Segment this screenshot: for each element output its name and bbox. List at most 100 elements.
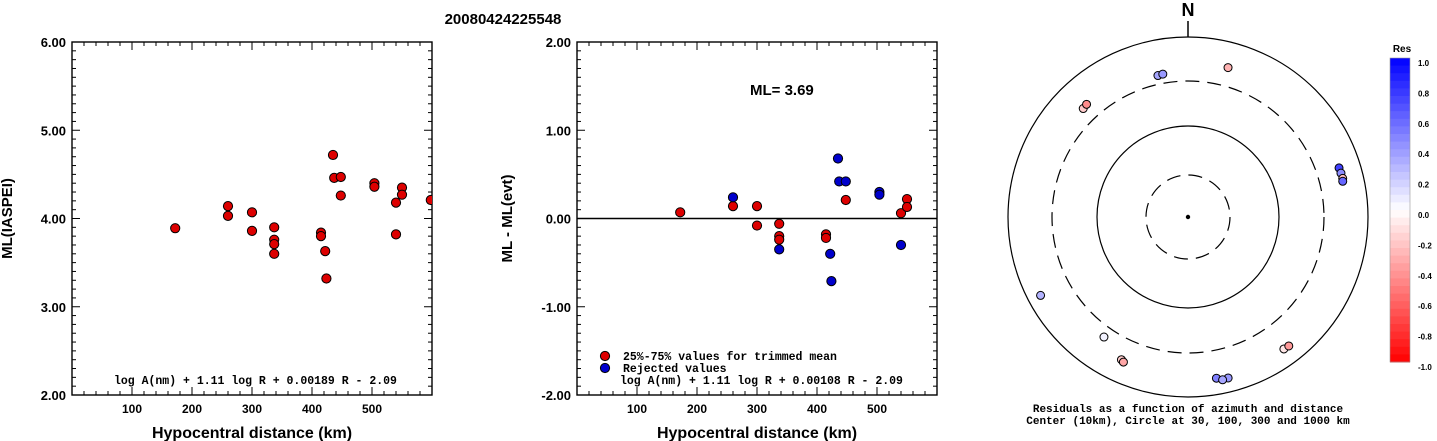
colorbar-band <box>1390 103 1410 112</box>
colorbar-band <box>1390 134 1410 143</box>
station-marker <box>1099 332 1109 342</box>
data-point <box>895 208 907 219</box>
ml-value-annotation: ML= 3.69 <box>750 82 814 99</box>
station-marker <box>1082 99 1092 109</box>
y-tick-label: -2.00 <box>541 388 571 403</box>
station-marker <box>1284 341 1294 351</box>
data-point <box>425 194 432 206</box>
x-tick-label: 500 <box>362 402 382 416</box>
x-axis-label: Hypocentral distance (km) <box>657 425 857 441</box>
colorbar-band <box>1390 232 1410 241</box>
colorbar-band <box>1390 217 1410 226</box>
residual-distance-panel: 100 200 300 400 500 -2.00 -1.00 0.00 1.00 2.00 Hyp… <box>499 35 938 441</box>
data-point <box>222 201 234 212</box>
colorbar-band <box>1390 179 1410 188</box>
x-tick-label: 500 <box>867 402 887 416</box>
ml-distance-panel: 100 200 300 400 500 2.00 3.00 4.00 5.00 6.00 Hypoc… <box>0 35 433 441</box>
y-tick-label: -1.00 <box>541 300 571 315</box>
data-point <box>396 189 408 200</box>
colorbar-band <box>1390 118 1410 127</box>
colorbar-band <box>1390 80 1410 89</box>
colorbar-tick-label: 0.0 <box>1418 211 1430 220</box>
data-point <box>269 238 280 250</box>
data-point <box>369 181 380 192</box>
data-point <box>269 222 280 233</box>
station-marker <box>1218 375 1228 385</box>
colorbar-tick-label: 0.4 <box>1418 150 1430 159</box>
formula-text: log A(nm) + 1.11 log R + 0.00189 R - 2.0… <box>114 375 397 388</box>
colorbar-band <box>1390 339 1410 348</box>
data-point <box>246 207 258 218</box>
figure-title: 20080424225548 <box>445 11 562 28</box>
distance-ring <box>1145 174 1231 260</box>
y-tick-label: 1.00 <box>546 123 571 138</box>
colorbar-band <box>1390 286 1410 295</box>
data-point <box>840 176 851 187</box>
legend-label: 25%-75% values for trimmed mean <box>623 351 837 364</box>
colorbar-tick-label: -0.8 <box>1418 333 1432 342</box>
y-tick-label: 0.00 <box>546 212 571 227</box>
colorbar-tick-label: 0.2 <box>1418 181 1430 190</box>
colorbar-band <box>1390 141 1410 150</box>
colorbar-band <box>1390 225 1410 234</box>
colorbar-band <box>1390 324 1410 333</box>
colorbar-band <box>1390 88 1410 97</box>
colorbar-band <box>1390 202 1410 211</box>
data-points <box>170 149 432 284</box>
x-tick-label: 200 <box>182 402 202 416</box>
polar-caption-line1: Residuals as a function of azimuth and d… <box>1033 404 1344 416</box>
y-tick-label: 2.00 <box>546 35 571 50</box>
data-point <box>832 153 844 164</box>
colorbar-band <box>1390 278 1410 287</box>
colorbar-frame <box>1389 57 1411 363</box>
colorbar-tick-label: 0.6 <box>1418 120 1430 129</box>
data-point <box>269 248 280 259</box>
plot-frame <box>71 41 433 396</box>
colorbar-tick-label: 1.0 <box>1418 59 1430 68</box>
colorbar-band <box>1390 240 1410 249</box>
x-axis-label: Hypocentral distance (km) <box>152 425 352 441</box>
colorbar-band <box>1390 187 1410 196</box>
data-point <box>327 149 339 161</box>
data-point <box>727 192 739 203</box>
station-marker <box>1158 69 1168 79</box>
data-points <box>675 153 913 287</box>
y-tick-label: 2.00 <box>41 388 66 403</box>
epicenter-marker <box>1185 214 1191 220</box>
colorbar-band <box>1390 210 1410 219</box>
polar-caption-line2: Center (10km), Circle at 30, 100, 300 an… <box>1026 416 1350 428</box>
colorbar-band <box>1390 248 1410 257</box>
y-tick-label: 3.00 <box>41 300 66 315</box>
distance-ring <box>1051 80 1325 354</box>
formula-text: log A(nm) + 1.11 log R + 0.00108 R - 2.0… <box>620 375 903 388</box>
colorbar-band <box>1390 308 1410 317</box>
x-tick-label: 300 <box>747 402 767 416</box>
data-point <box>840 194 851 206</box>
colorbar-tick-label: -0.4 <box>1418 272 1432 281</box>
y-tick-label: 5.00 <box>41 123 66 138</box>
colorbar-band <box>1390 73 1410 82</box>
y-axis-label: ML - ML(evt) <box>499 174 516 262</box>
colorbar-band <box>1390 96 1410 105</box>
y-tick-label: 6.00 <box>41 35 66 50</box>
data-point <box>774 218 785 229</box>
data-point <box>390 229 402 240</box>
colorbar-band <box>1390 331 1410 340</box>
colorbar-band <box>1390 58 1410 67</box>
residual-colorbar: Res 1.0 0.8 0.6 0.4 0.2 0.0 -0.2 -0.4 -0.6 -0.8 -1.… <box>1389 44 1432 372</box>
colorbar-band <box>1390 149 1410 158</box>
data-point <box>901 201 913 213</box>
data-point <box>751 201 763 212</box>
colorbar-band <box>1390 172 1410 181</box>
colorbar-tick-label: -1.0 <box>1418 363 1432 372</box>
colorbar-band <box>1390 354 1410 363</box>
data-point <box>727 201 739 212</box>
colorbar-band <box>1390 293 1410 302</box>
colorbar-band <box>1390 65 1410 74</box>
x-tick-label: 400 <box>302 402 322 416</box>
data-point <box>246 225 258 236</box>
data-point <box>222 210 234 221</box>
data-point <box>335 190 346 201</box>
legend-marker <box>599 362 611 374</box>
